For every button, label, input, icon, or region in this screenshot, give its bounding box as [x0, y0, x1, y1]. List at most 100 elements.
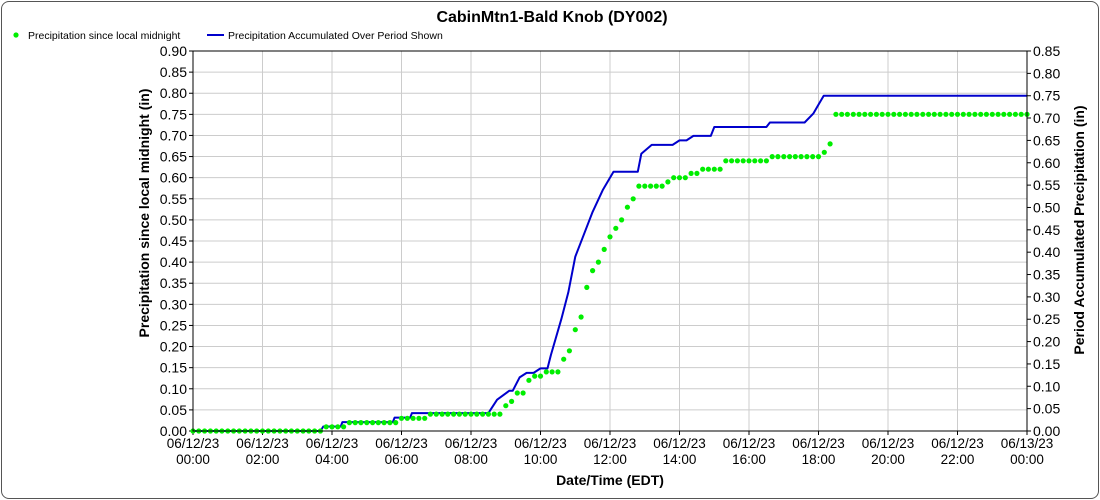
x-tick-time-label: 00:00 — [176, 452, 210, 467]
data-point — [329, 424, 335, 430]
data-point — [601, 246, 607, 252]
right-tick-label: 0.20 — [1033, 334, 1060, 350]
data-point — [839, 111, 845, 117]
left-tick-label: 0.15 — [160, 360, 187, 376]
data-point — [555, 369, 561, 375]
left-tick-label: 0.35 — [160, 275, 187, 291]
right-tick-label: 0.65 — [1033, 132, 1060, 148]
x-tick-date-label: 06/12/23 — [723, 436, 776, 451]
data-point — [572, 327, 578, 333]
left-tick-label: 0.25 — [160, 317, 187, 333]
left-tick-label: 0.50 — [160, 212, 187, 228]
data-point — [931, 111, 937, 117]
data-point — [694, 170, 700, 176]
left-tick-label: 0.20 — [160, 339, 187, 355]
data-point — [995, 111, 1001, 117]
data-point — [705, 166, 712, 172]
data-point — [422, 415, 428, 421]
x-tick-date-label: 06/12/23 — [167, 436, 220, 451]
x-tick-time-label: 06:00 — [385, 452, 419, 467]
left-tick-label: 0.70 — [160, 127, 187, 143]
data-point — [752, 158, 758, 164]
data-point — [613, 225, 619, 231]
x-tick-time-label: 10:00 — [524, 452, 558, 467]
data-point — [989, 111, 995, 117]
data-point — [393, 420, 399, 426]
data-point — [416, 415, 422, 421]
data-point — [526, 377, 532, 383]
data-point — [537, 373, 544, 379]
data-point — [920, 111, 926, 117]
right-tick-label: 0.80 — [1033, 65, 1060, 81]
right-tick-label: 0.50 — [1033, 199, 1060, 215]
left-tick-labels: 0.00 0.05 0.10 0.15 0.20 0.25 0.30 0.35 0.40 0.45… — [160, 43, 193, 439]
data-point — [543, 369, 549, 375]
data-point — [520, 390, 526, 396]
x-tick-time-label: 08:00 — [454, 452, 488, 467]
chart-title: CabinMtn1-Bald Knob (DY002) — [436, 9, 667, 26]
data-point — [653, 183, 659, 189]
x-tick-time-label: 04:00 — [315, 452, 349, 467]
data-point — [341, 424, 347, 430]
x-tick-time-label: 00:00 — [1010, 452, 1044, 467]
data-point — [648, 183, 654, 189]
data-point — [474, 411, 480, 417]
x-tick-time-label: 18:00 — [802, 452, 836, 467]
data-point — [335, 424, 341, 430]
data-point — [815, 154, 822, 160]
data-point — [624, 204, 631, 210]
left-tick-label: 0.40 — [160, 254, 187, 270]
left-tick-label: 0.75 — [160, 106, 187, 122]
data-point — [873, 111, 880, 117]
right-tick-label: 0.25 — [1033, 311, 1060, 327]
data-point — [746, 158, 752, 164]
data-point — [491, 411, 497, 417]
left-tick-label: 0.45 — [160, 233, 187, 249]
data-point — [723, 158, 729, 164]
data-point — [1001, 111, 1007, 117]
data-point — [960, 111, 966, 117]
data-point — [659, 183, 665, 189]
data-point — [566, 348, 573, 354]
data-point — [949, 111, 955, 117]
right-tick-label: 0.00 — [1033, 423, 1060, 439]
data-point — [926, 111, 932, 117]
right-axis-label: Period Accumulated Precipitation (in) — [1071, 105, 1087, 354]
right-tick-label: 0.55 — [1033, 177, 1060, 193]
x-tick-date-label: 06/12/23 — [792, 436, 845, 451]
right-tick-label: 0.85 — [1033, 43, 1060, 59]
legend: Precipitation since local midnight Preci… — [13, 30, 443, 42]
accumulated-series — [193, 94, 1027, 432]
right-tick-label: 0.75 — [1033, 88, 1060, 104]
data-point — [456, 411, 462, 417]
data-point — [607, 234, 613, 240]
data-point — [364, 420, 370, 426]
data-point — [410, 415, 416, 421]
data-point — [387, 420, 393, 426]
data-point — [375, 420, 381, 426]
data-point — [370, 420, 376, 426]
data-point — [590, 268, 596, 274]
right-tick-label: 0.10 — [1033, 378, 1060, 394]
x-tick-time-label: 12:00 — [593, 452, 627, 467]
data-point — [352, 420, 358, 426]
data-point — [804, 154, 810, 160]
data-point — [827, 141, 833, 147]
data-point — [468, 411, 474, 417]
data-point — [781, 154, 787, 160]
left-tick-label: 0.65 — [160, 149, 187, 165]
data-point — [937, 111, 943, 117]
data-point — [844, 111, 851, 117]
data-point — [676, 175, 683, 181]
data-point — [758, 158, 764, 164]
data-point — [700, 166, 706, 172]
left-tick-label: 0.80 — [160, 85, 187, 101]
x-tick-time-label: 02:00 — [246, 452, 280, 467]
left-tick-label: 0.60 — [160, 170, 187, 186]
data-point — [879, 111, 885, 117]
data-point — [509, 398, 515, 404]
data-point — [954, 111, 961, 117]
data-point — [1018, 111, 1024, 117]
data-point — [619, 217, 625, 223]
